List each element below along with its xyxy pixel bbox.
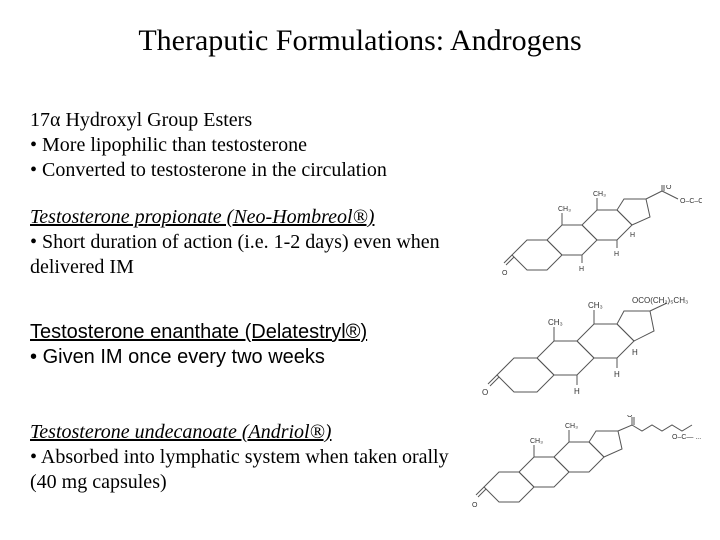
svg-text:H: H bbox=[579, 266, 584, 273]
molecule-undecanoate: O CH₃ CH₃ O O–C— ... CH₃ bbox=[472, 415, 702, 515]
svg-text:CH₃: CH₃ bbox=[593, 191, 606, 198]
intro-bullet-2: • Converted to testosterone in the circu… bbox=[30, 158, 430, 183]
section-undecanoate: Testosterone undecanoate (Andriol®) • Ab… bbox=[30, 420, 460, 495]
intro-bullet-1: • More lipophilic than testosterone bbox=[30, 133, 430, 158]
svg-text:H: H bbox=[574, 387, 580, 396]
molecule-enanthate-svg: O CH₃ CH₃ H H H OCO(CH₂)₅CH₃ bbox=[482, 295, 702, 405]
svg-text:CH₃: CH₃ bbox=[588, 301, 603, 310]
undecanoate-ester-label: O–C— ... CH₃ bbox=[672, 434, 702, 441]
molecule-enanthate: O CH₃ CH₃ H H H OCO(CH₂)₅CH₃ bbox=[482, 295, 702, 405]
slide-title: Theraputic Formulations: Androgens bbox=[0, 24, 720, 58]
svg-text:H: H bbox=[614, 251, 619, 258]
molecule-propionate-svg: O CH₃ CH₃ H H H O O–C–C₂H₅ bbox=[502, 185, 702, 285]
svg-text:H: H bbox=[632, 348, 638, 357]
svg-text:H: H bbox=[614, 370, 620, 379]
svg-text:CH₃: CH₃ bbox=[548, 318, 563, 327]
intro-block: 17α Hydroxyl Group Esters • More lipophi… bbox=[30, 108, 430, 183]
undecanoate-heading: Testosterone undecanoate (Andriol®) bbox=[30, 420, 460, 445]
undecanoate-bullet-1: • Absorbed into lymphatic system when ta… bbox=[30, 445, 460, 495]
svg-text:H: H bbox=[630, 232, 635, 239]
svg-text:CH₃: CH₃ bbox=[565, 423, 578, 430]
enanthate-ester-label: OCO(CH₂)₅CH₃ bbox=[632, 296, 688, 305]
section-propionate: Testosterone propionate (Neo-Hombreol®) … bbox=[30, 205, 460, 280]
svg-text:O: O bbox=[502, 270, 508, 277]
svg-text:O: O bbox=[482, 388, 488, 397]
svg-text:O: O bbox=[472, 502, 478, 509]
intro-heading: 17α Hydroxyl Group Esters bbox=[30, 108, 430, 133]
svg-text:O: O bbox=[627, 415, 633, 419]
enanthate-heading: Testosterone enanthate (Delatestryl®) bbox=[30, 320, 460, 345]
propionate-bullet-1: • Short duration of action (i.e. 1-2 day… bbox=[30, 230, 460, 280]
svg-text:CH₃: CH₃ bbox=[530, 438, 543, 445]
molecule-propionate: O CH₃ CH₃ H H H O O–C–C₂H₅ bbox=[502, 185, 702, 285]
svg-text:CH₃: CH₃ bbox=[558, 206, 571, 213]
propionate-heading: Testosterone propionate (Neo-Hombreol®) bbox=[30, 205, 460, 230]
svg-text:O: O bbox=[666, 185, 672, 191]
section-enanthate: Testosterone enanthate (Delatestryl®) • … bbox=[30, 320, 460, 370]
enanthate-bullet-1: • Given IM once every two weeks bbox=[30, 345, 460, 370]
molecule-undecanoate-svg: O CH₃ CH₃ O O–C— ... CH₃ bbox=[472, 415, 702, 515]
propionate-ester-label: O–C–C₂H₅ bbox=[680, 198, 702, 205]
